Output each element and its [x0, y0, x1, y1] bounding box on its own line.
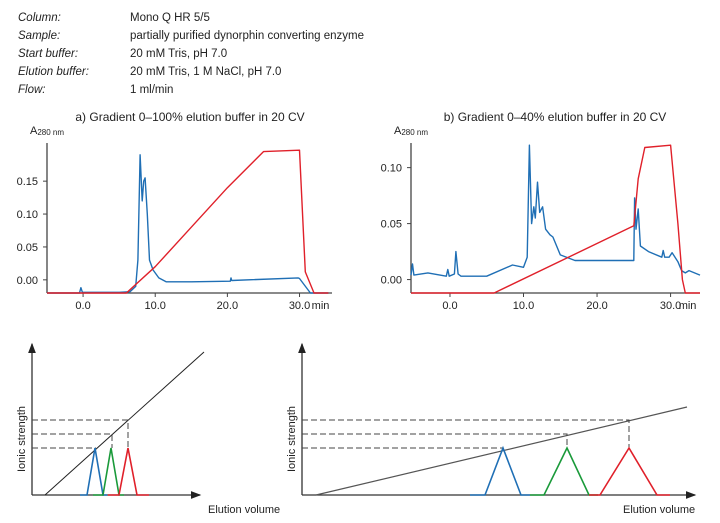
peak-2	[93, 447, 124, 496]
absorbance-trace	[410, 144, 701, 277]
param-flow: Flow: 1 ml/min	[18, 84, 174, 96]
x-axis-label: Elution volume	[208, 504, 280, 516]
x-tick-label: 10.0	[145, 300, 166, 312]
param-start-buffer: Start buffer: 20 mM Tris, pH 7.0	[18, 48, 228, 60]
y-tick-label: 0.10	[17, 209, 38, 221]
param-column: Column: Mono Q HR 5/5	[18, 12, 210, 24]
chart-b: b) Gradient 0–40% elution buffer in 20 C…	[381, 110, 701, 312]
y-axis-label: Ionic strength	[16, 406, 28, 472]
y-axis-label-sub: 280 nm	[37, 128, 64, 137]
method-parameters: Column: Mono Q HR 5/5 Sample: partially pu…	[18, 9, 364, 99]
peak-1	[470, 445, 530, 496]
y-tick-label: 0.00	[381, 275, 402, 287]
peak-2	[530, 446, 598, 496]
y-tick-label: 0.05	[381, 219, 402, 231]
y-axis-label: A280 nm	[394, 125, 428, 137]
x-axis-unit: min	[312, 300, 330, 312]
y-axis-label-main: A	[30, 125, 38, 137]
y-tick-label: 0.00	[17, 275, 38, 287]
param-sample: Sample: partially purified dynorphin conv…	[18, 30, 364, 42]
gradient-trace	[47, 149, 329, 294]
x-tick-label: 0.0	[75, 300, 90, 312]
chart-a: a) Gradient 0–100% elution buffer in 20 …	[17, 110, 332, 312]
x-tick-label: 30.0	[660, 300, 681, 312]
elution-markers	[32, 419, 129, 449]
steep-gradient-diagram: Ionic strength Elution volume	[16, 342, 280, 516]
chart-title: b) Gradient 0–40% elution buffer in 20 C…	[444, 110, 667, 124]
y-axis-label-main: A	[394, 125, 402, 137]
x-tick-label: 30.0	[289, 300, 310, 312]
param-elution-buffer: Elution buffer: 20 mM Tris, 1 M NaCl, pH …	[18, 66, 282, 78]
gradient-line	[44, 351, 205, 496]
x-tick-label: 20.0	[586, 300, 607, 312]
peak-3	[108, 447, 149, 496]
peak-1	[80, 447, 107, 496]
x-axis-label: Elution volume	[623, 504, 695, 516]
gradient-trace	[411, 144, 700, 294]
y-axis-label-sub: 280 nm	[401, 128, 428, 137]
y-tick-label: 0.05	[17, 242, 38, 254]
peak-3	[589, 446, 670, 496]
x-tick-label: 10.0	[513, 300, 534, 312]
chart-title: a) Gradient 0–100% elution buffer in 20 …	[75, 110, 304, 124]
x-axis-unit: min	[679, 300, 697, 312]
elution-markers	[302, 419, 630, 449]
x-tick-label: 20.0	[217, 300, 238, 312]
y-tick-label: 0.15	[17, 176, 38, 188]
x-tick-label: 0.0	[442, 300, 457, 312]
shallow-gradient-diagram: Ionic strength Elution volume	[286, 342, 697, 516]
y-axis-label: A280 nm	[30, 125, 64, 137]
y-axis-label: Ionic strength	[286, 406, 298, 472]
y-tick-label: 0.10	[381, 163, 402, 175]
